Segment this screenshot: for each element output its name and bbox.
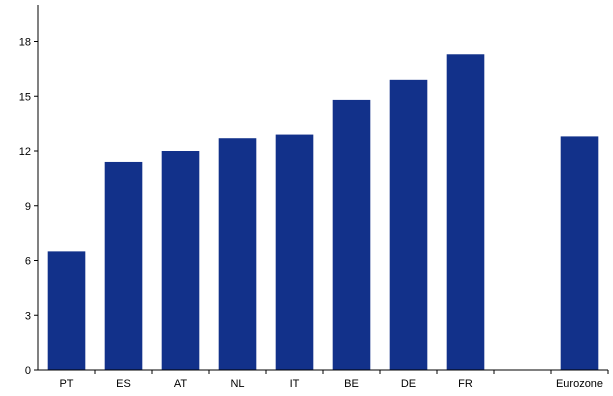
- bar-be: [332, 99, 371, 371]
- x-tick-label: NL: [230, 378, 244, 390]
- bar-de: [389, 79, 428, 370]
- x-tick-label: ES: [116, 378, 131, 390]
- x-tick-label: FR: [458, 378, 473, 390]
- bar-nl: [218, 138, 257, 370]
- x-axis: PT ES AT NL IT BE DE FR Eurozone: [38, 369, 609, 390]
- bar-it: [275, 134, 314, 370]
- bar-at: [161, 151, 200, 370]
- bar-pt: [47, 251, 86, 370]
- x-tick-label: IT: [290, 378, 300, 390]
- y-tick-label: 0: [25, 365, 31, 377]
- bar-es: [104, 161, 143, 370]
- y-tick-label: 18: [19, 37, 31, 49]
- y-tick-label: 12: [19, 146, 31, 158]
- y-tick-label: 15: [19, 91, 31, 103]
- y-tick-label: 6: [25, 256, 31, 268]
- bars: [47, 54, 599, 371]
- x-tick-label: PT: [59, 378, 73, 390]
- y-tick-label: 9: [25, 201, 31, 213]
- y-tick-label: 3: [25, 310, 31, 322]
- x-tick-label: AT: [174, 378, 188, 390]
- bar-eurozone: [560, 136, 599, 370]
- bar-fr: [446, 54, 485, 371]
- x-tick-label: Eurozone: [556, 378, 603, 390]
- x-tick-label: BE: [344, 378, 359, 390]
- x-tick-label: DE: [401, 378, 416, 390]
- y-axis: 0 3 6 9 12 15 18: [19, 5, 39, 377]
